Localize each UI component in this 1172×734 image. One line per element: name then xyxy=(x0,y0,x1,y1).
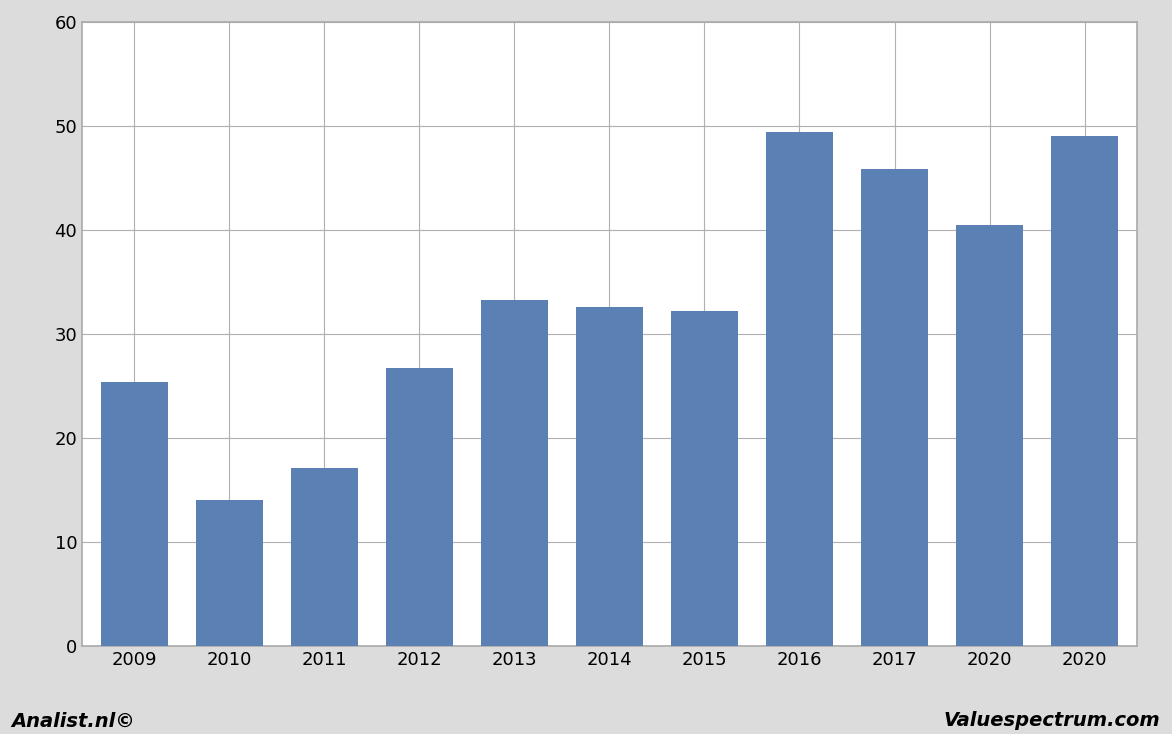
Bar xyxy=(1051,137,1118,646)
Bar xyxy=(577,307,642,646)
Bar xyxy=(482,299,547,646)
Bar xyxy=(386,368,452,646)
Bar xyxy=(196,501,263,646)
Bar xyxy=(861,169,928,646)
Bar xyxy=(956,225,1023,646)
Bar xyxy=(672,311,737,646)
Bar xyxy=(766,132,833,646)
Bar xyxy=(101,382,168,646)
Bar xyxy=(291,468,357,646)
Text: Analist.nl©: Analist.nl© xyxy=(12,711,136,730)
Text: Valuespectrum.com: Valuespectrum.com xyxy=(943,711,1160,730)
